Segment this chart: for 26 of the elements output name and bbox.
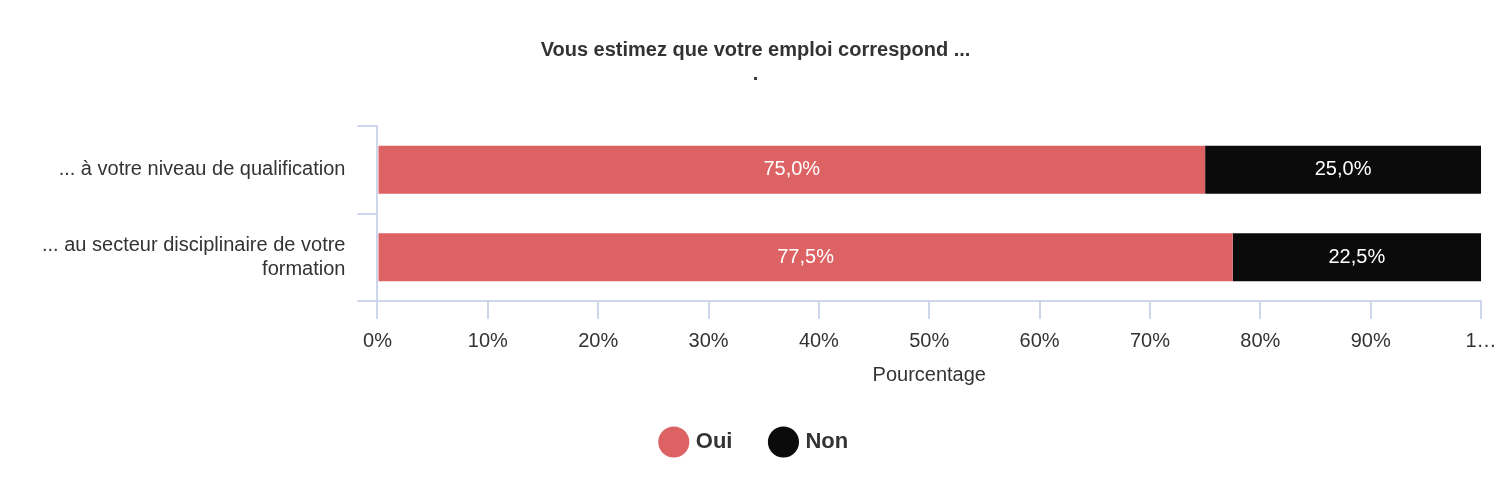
bar <box>378 145 1206 194</box>
data-label: 75,0% <box>763 157 821 180</box>
x-tick-label: 80% <box>1240 328 1281 351</box>
x-tick-label: 1… <box>1465 328 1497 351</box>
bar <box>1205 145 1481 194</box>
chart-subtitle: . <box>752 61 759 84</box>
x-tick-label: 70% <box>1129 328 1171 351</box>
x-tick-label: 30% <box>688 328 729 351</box>
x-axis-title: Pourcentage <box>872 362 986 385</box>
chart-title: Vous estimez que votre emploi correspond ... <box>540 37 971 60</box>
x-tick-label: 60% <box>1019 328 1060 351</box>
x-tick-label: 20% <box>578 328 619 351</box>
data-label: 25,0% <box>1314 157 1372 180</box>
x-tick-label: 10% <box>467 328 509 351</box>
bar <box>1232 233 1481 282</box>
data-label: 77,5% <box>777 244 835 267</box>
y-tick-label: ... au secteur disciplinaire de votre formation <box>41 232 346 279</box>
legend-label: Oui <box>695 428 733 454</box>
x-tick-label: 90% <box>1350 328 1391 351</box>
legend-label: Non <box>805 428 849 454</box>
x-tick-label: 50% <box>909 328 950 351</box>
x-tick-label: 0% <box>363 328 393 351</box>
bar <box>378 233 1233 282</box>
data-label: 22,5% <box>1328 244 1386 267</box>
x-tick-label: 40% <box>798 328 840 351</box>
y-tick-label: ... à votre niveau de qualification <box>58 157 346 180</box>
